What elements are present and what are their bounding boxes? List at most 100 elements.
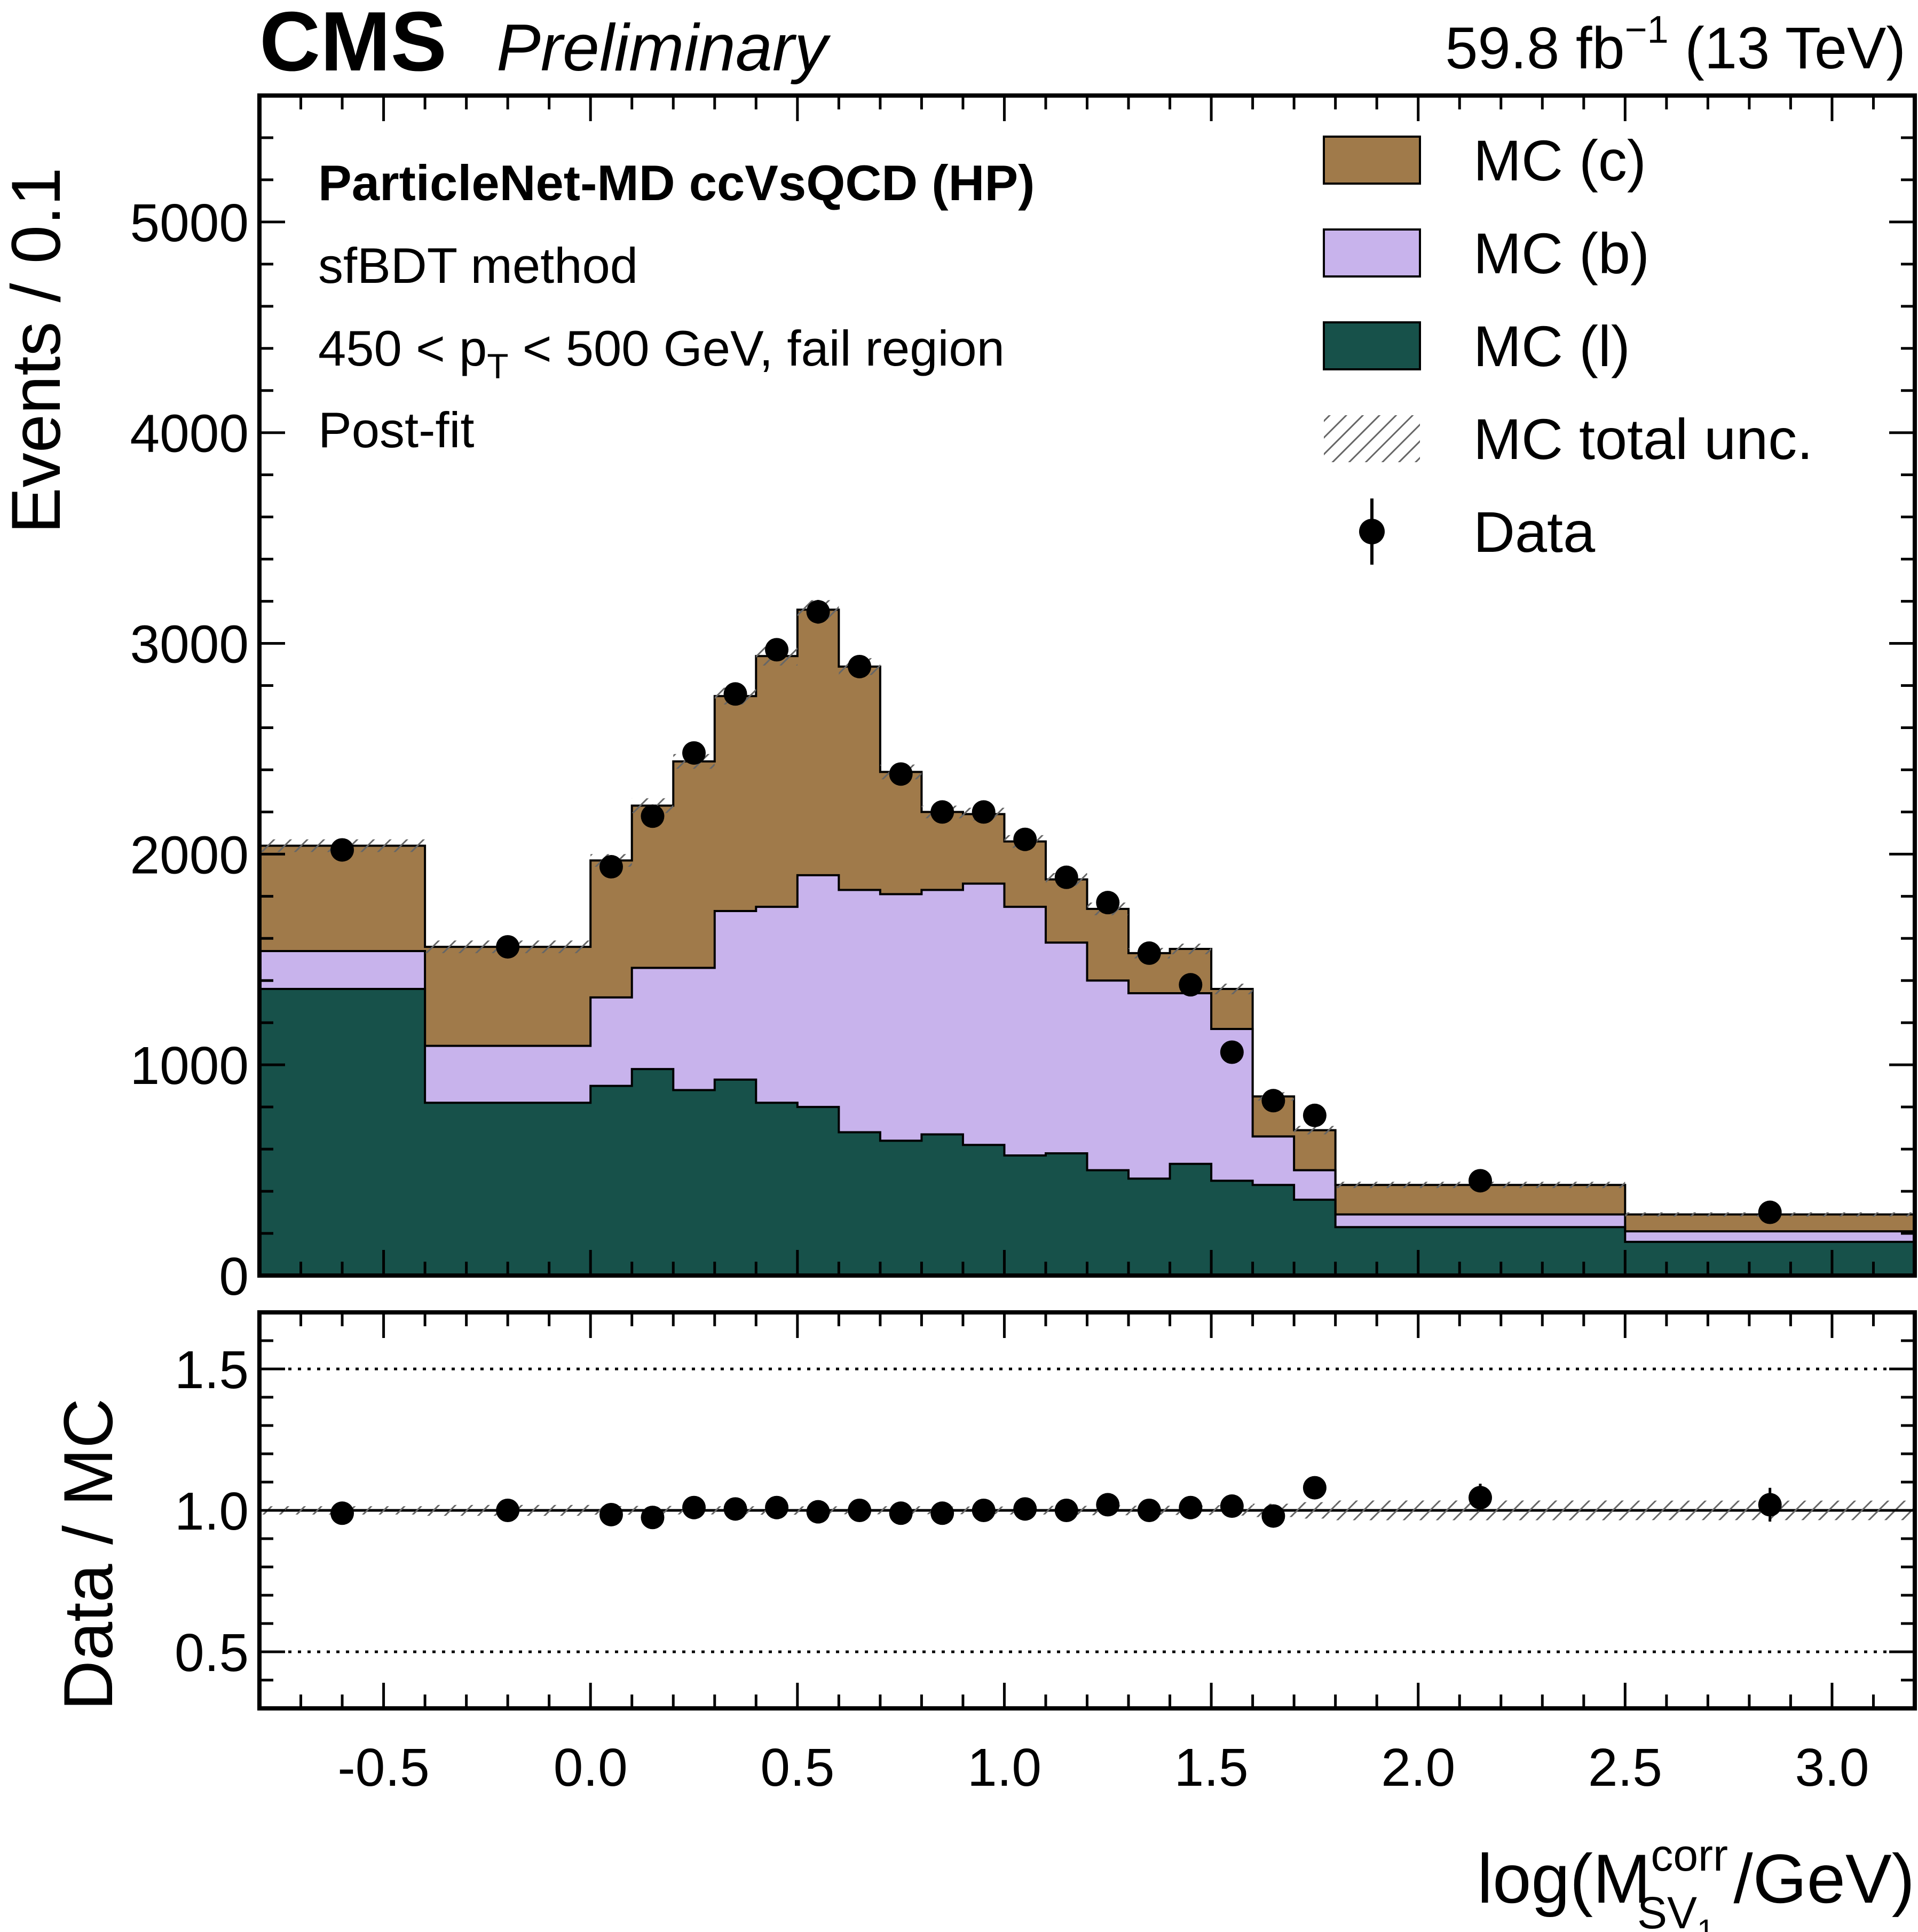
- status-label: Preliminary: [496, 11, 831, 85]
- stack-fill-1: [259, 875, 1915, 1242]
- data-point: [1179, 973, 1203, 997]
- lumi-exponent: −1: [1625, 9, 1669, 51]
- legend-label: MC (l): [1473, 314, 1630, 378]
- ratio-data-layer: [330, 1476, 1782, 1530]
- data-point: [599, 855, 623, 879]
- experiment-label: CMS: [259, 0, 447, 89]
- x-tick-label: 3.0: [1795, 1738, 1869, 1798]
- data-point: [1013, 827, 1037, 851]
- ratio-panel-frame: [257, 1310, 1917, 1711]
- x-axis-label-end: /GeV): [1714, 1840, 1915, 1918]
- ratio-point: [1303, 1476, 1327, 1500]
- stack-fill-0: [259, 989, 1915, 1276]
- data-point: [930, 800, 954, 824]
- ratio-point: [1468, 1486, 1492, 1510]
- ratio-point: [496, 1499, 520, 1522]
- info-pt-sub: T: [487, 346, 508, 386]
- y-tick-label-ratio: 1.0: [175, 1482, 249, 1541]
- mc-unc-band: [1170, 944, 1212, 954]
- data-point: [1468, 1169, 1492, 1193]
- y-tick-label-main: 3000: [130, 615, 249, 675]
- ratio-unc-band: [1294, 1502, 1336, 1519]
- y-axis-label-main: Events / 0.1: [0, 168, 75, 534]
- info-pt-range: 450 < pT < 500 GeV, fail region: [318, 320, 1005, 386]
- mc-unc-band: [1294, 1126, 1336, 1135]
- y-tick-label-main: 1000: [130, 1036, 249, 1096]
- ratio-point: [765, 1495, 789, 1519]
- ratio-point: [1179, 1495, 1203, 1519]
- x-axis-label-sup: corr: [1651, 1830, 1728, 1880]
- ratio-point: [599, 1502, 623, 1526]
- ratio-point: [1137, 1499, 1161, 1522]
- x-tick-label: 0.0: [554, 1738, 628, 1798]
- data-point: [1303, 1103, 1327, 1127]
- ratio-point: [889, 1501, 913, 1525]
- x-tick-label: 1.5: [1174, 1738, 1249, 1798]
- ratio-point: [641, 1506, 665, 1530]
- x-axis-label: log(Mcorr SV1 /GeV): [1477, 1830, 1915, 1932]
- data-point: [1220, 1040, 1244, 1064]
- y-tick-label-main: 5000: [130, 193, 249, 253]
- lumi-label: 59.8 fb−1 (13 TeV): [1445, 9, 1906, 81]
- data-point: [972, 800, 996, 824]
- data-point: [496, 935, 520, 959]
- legend-label: Data: [1473, 500, 1596, 564]
- data-point: [848, 654, 872, 678]
- ratio-point: [330, 1501, 354, 1525]
- info-postfit: Post-fit: [318, 402, 475, 458]
- data-point: [723, 682, 747, 706]
- y-tick-label-ratio: 0.5: [175, 1623, 249, 1683]
- data-point: [1096, 891, 1120, 915]
- data-point: [1054, 865, 1078, 889]
- ratio-point: [848, 1499, 872, 1522]
- legend-swatch: [1323, 228, 1421, 278]
- y-tick-label-main: 4000: [130, 404, 249, 464]
- y-tick-label-main: 2000: [130, 825, 249, 885]
- ratio-point: [806, 1500, 830, 1524]
- ratio-point: [1013, 1497, 1037, 1521]
- y-axis-label-ratio: Data / MC: [49, 1398, 127, 1711]
- legend-swatch: [1323, 321, 1421, 370]
- legend-marker: [1359, 519, 1385, 544]
- x-tick-label: 2.5: [1588, 1738, 1662, 1798]
- ratio-panel: 0.5 1.0 1.5 -0.5 0.0 0.5 1.0 1.5 2.0 2.5 3.0: [175, 1310, 1917, 1798]
- legend-label: MC (c): [1473, 128, 1646, 193]
- lumi-energy: (13 TeV): [1669, 15, 1906, 81]
- x-tick-label: 2.0: [1381, 1738, 1455, 1798]
- data-point: [1758, 1200, 1782, 1224]
- main-panel-frame: [257, 93, 1917, 1278]
- x-tick-label: 1.0: [967, 1738, 1041, 1798]
- y-tick-label-main: 0: [219, 1247, 249, 1307]
- mc-unc-band: [1211, 984, 1253, 994]
- legend-hatch-swatch: [1324, 415, 1420, 462]
- data-point: [889, 762, 913, 786]
- stack-outline-1: [259, 874, 1916, 1276]
- ratio-ticks: 0.5 1.0 1.5 -0.5 0.0 0.5 1.0 1.5 2.0 2.5 3.0: [175, 1311, 1916, 1798]
- data-point: [682, 741, 706, 765]
- x-axis-label-sub: SV: [1637, 1888, 1697, 1932]
- legend-label: MC (b): [1473, 221, 1649, 286]
- y-tick-label-ratio: 1.5: [175, 1340, 249, 1400]
- stack-outline-0: [259, 988, 1916, 1276]
- info-title: ParticleNet-MD ccVsQCD (HP): [318, 155, 1035, 211]
- info-method: sfBDT method: [318, 237, 638, 294]
- ratio-point: [1096, 1493, 1120, 1517]
- ratio-point: [682, 1495, 706, 1519]
- ratio-point: [1054, 1499, 1078, 1522]
- info-pt-a: 450 < p: [318, 320, 487, 376]
- ratio-point: [1220, 1494, 1244, 1518]
- ratio-point: [930, 1501, 954, 1525]
- main-panel: 0 1000 2000 3000 4000 5000: [130, 93, 1917, 1307]
- ratio-point: [972, 1499, 996, 1522]
- main-ticks: 0 1000 2000 3000 4000 5000: [130, 94, 1916, 1307]
- data-layer: [330, 600, 1782, 1224]
- data-point: [1137, 941, 1161, 965]
- data-point: [641, 804, 665, 828]
- x-axis-label-main: log(M: [1477, 1840, 1651, 1918]
- x-tick-label: -0.5: [337, 1738, 429, 1798]
- x-tick-label: 0.5: [760, 1738, 834, 1798]
- data-point: [765, 638, 789, 662]
- ratio-point: [723, 1497, 747, 1521]
- data-point: [1261, 1089, 1285, 1113]
